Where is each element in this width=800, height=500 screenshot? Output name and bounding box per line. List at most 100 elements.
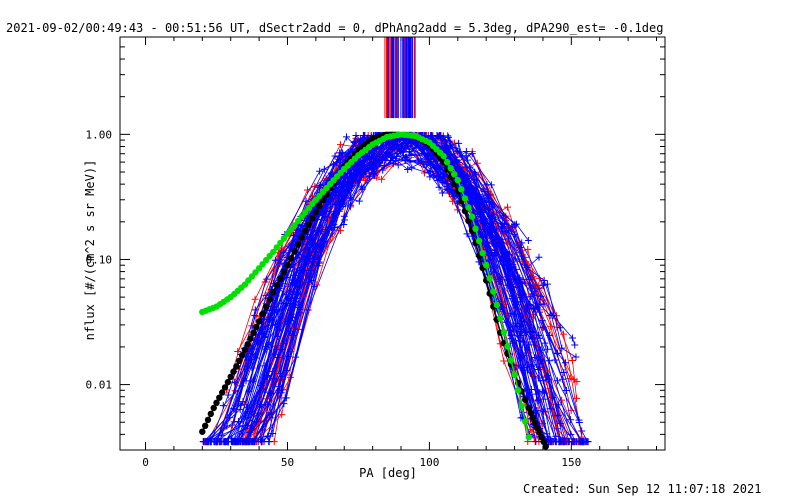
plus-marker [269,429,277,437]
plus-marker [263,275,271,283]
data-point [241,346,249,353]
data-point [305,205,312,212]
data-point [461,195,469,202]
plus-marker [244,407,252,415]
plus-marker [578,427,586,435]
plus-marker [497,225,505,233]
plus-marker [394,161,402,169]
plus-marker [274,307,282,315]
plus-marker [532,438,540,446]
data-point [284,262,291,269]
data-point [207,410,214,418]
plus-marker [463,156,471,164]
trace-line [223,145,575,442]
plus-marker [470,175,478,183]
plus-marker [315,183,323,191]
plus-marker [316,167,324,175]
footer-created: Created: Sun Sep 12 11:07:18 2021 [523,482,761,496]
plus-marker [426,173,434,181]
plus-marker [518,239,526,247]
data-point [287,255,295,262]
plus-marker [284,352,292,360]
plus-marker [571,341,579,349]
plus-marker [322,231,330,239]
data-point [316,202,323,210]
data-point [479,249,486,257]
data-point [465,217,472,224]
plus-marker [257,438,265,446]
plus-marker [352,131,360,139]
plus-marker [568,334,576,342]
plus-marker [404,165,412,173]
plus-marker [276,370,284,378]
data-point [221,384,229,391]
data-point [224,378,232,386]
plus-marker [533,390,541,398]
x-tick-label: 100 [419,456,439,469]
data-point [475,237,483,245]
plus-marker [567,416,575,424]
x-axis-label: PA [deg] [359,466,417,480]
plus-marker [545,357,553,365]
label-gap [375,118,419,132]
plus-marker [519,321,527,329]
data-point [273,244,280,251]
plus-marker [556,324,564,332]
plus-marker [386,140,394,148]
plus-marker [482,232,490,240]
trace-line [242,152,524,442]
data-point [522,396,529,403]
plus-marker [524,366,532,374]
plus-marker [544,345,552,353]
plus-marker [455,139,463,147]
data-point [483,262,490,269]
plus-marker [522,329,530,337]
plus-marker [344,149,352,157]
plus-marker [506,326,514,334]
plus-marker [504,273,512,281]
plus-marker [370,153,378,161]
data-point [527,409,535,417]
data-point [204,416,212,424]
plus-marker [247,356,255,364]
y-axis-label: nflux [#/(cm^2 s sr MeV)] [83,160,97,341]
data-point [458,186,465,193]
axes-layer: 0 50 100 150 0.01 0.10 1.00 [86,36,665,469]
plus-marker [450,192,458,200]
data-point [312,208,320,216]
plus-marker [462,147,470,155]
data-point [454,177,461,184]
plus-marker [517,414,525,422]
data-point [210,404,217,412]
data-point [287,226,295,233]
data-point [468,213,476,220]
plus-marker [333,208,341,216]
x-tick-label: 0 [142,456,149,469]
plus-marker [517,294,525,302]
data-point [277,239,284,247]
plus-marker [539,395,547,403]
plus-marker [568,357,576,365]
plus-marker [246,438,254,446]
plus-marker [282,394,290,402]
data-point [447,165,454,172]
plus-marker [263,328,271,336]
plus-marker [342,133,350,141]
trace-line [214,135,559,442]
trace-line [208,134,538,442]
plus-marker [295,304,303,312]
data-point [511,371,518,378]
plus-marker [543,280,551,288]
plus-marker [251,397,259,405]
plus-marker [365,172,373,180]
plus-marker [517,252,525,260]
plus-marker [526,293,534,301]
plus-marker [540,407,548,415]
plus-marker [508,295,516,303]
plus-marker [345,186,353,194]
data-point [277,275,284,282]
plus-marker [540,276,548,284]
plus-marker [487,181,495,189]
plus-marker [265,438,273,446]
plus-marker [234,400,242,408]
